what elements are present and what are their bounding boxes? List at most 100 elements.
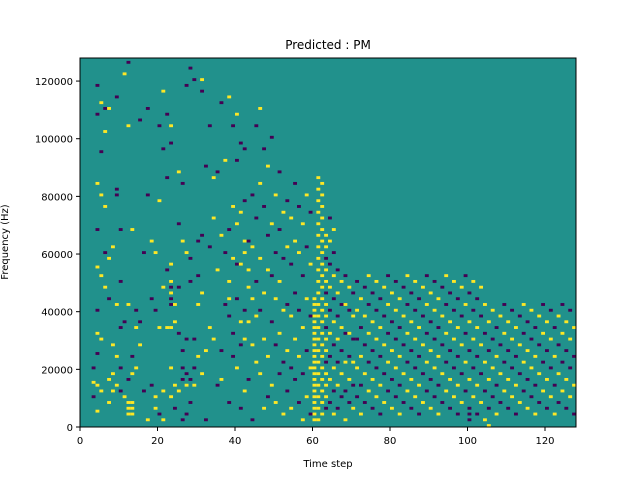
heatmap-cell — [397, 412, 402, 416]
heatmap-cell — [266, 395, 270, 399]
heatmap-cell — [432, 337, 437, 341]
heatmap-cell — [459, 372, 464, 376]
heatmap-cell — [269, 222, 274, 226]
heatmap-cell — [471, 279, 476, 283]
heatmap-cell — [417, 326, 422, 329]
heatmap-cell — [386, 303, 391, 306]
heatmap-cell — [254, 360, 259, 364]
heatmap-cell — [173, 320, 177, 324]
heatmap-cell — [405, 360, 410, 364]
heatmap-cell — [231, 256, 236, 260]
heatmap-cell — [118, 279, 123, 283]
heatmap-cell — [103, 130, 108, 133]
heatmap-cell — [455, 354, 460, 358]
heatmap-cell — [196, 274, 201, 278]
heatmap-cell — [459, 285, 464, 289]
heatmap-cell — [254, 216, 259, 220]
heatmap-cell — [281, 256, 286, 260]
heatmap-cell — [320, 377, 325, 381]
heatmap-cell — [122, 320, 127, 324]
heatmap-cell — [180, 349, 185, 353]
heatmap-cell — [312, 308, 317, 312]
heatmap-cell — [293, 291, 298, 295]
heatmap-cell — [374, 279, 379, 283]
heatmap-cell — [250, 297, 255, 301]
heatmap-cell — [316, 268, 321, 272]
heatmap-cell — [153, 395, 158, 399]
heatmap-cell — [514, 412, 518, 416]
heatmap-cell — [370, 320, 375, 324]
heatmap-cell — [494, 412, 499, 416]
heatmap-cell — [266, 354, 270, 358]
plot-frame — [79, 57, 577, 428]
heatmap-cell — [467, 320, 472, 324]
heatmap-cell — [324, 337, 329, 341]
heatmap-cell — [173, 383, 177, 387]
heatmap-cell — [498, 372, 503, 376]
heatmap-cell — [215, 268, 220, 272]
heatmap-cell — [347, 354, 352, 358]
heatmap-cell — [250, 245, 255, 249]
heatmap-cell — [514, 326, 518, 329]
heatmap-cell — [126, 303, 131, 306]
heatmap-cell — [564, 349, 569, 353]
heatmap-cell — [521, 331, 526, 335]
heatmap-cell — [289, 314, 294, 318]
heatmap-cell — [328, 239, 332, 243]
heatmap-cell — [328, 216, 332, 220]
heatmap-cell — [285, 389, 290, 393]
heatmap-cell — [184, 83, 189, 87]
heatmap-cell — [548, 308, 553, 312]
heatmap-cell — [118, 228, 123, 231]
heatmap-cell — [157, 199, 162, 203]
heatmap-cell — [328, 285, 332, 289]
heatmap-cell — [521, 360, 526, 364]
heatmap-cell — [486, 377, 491, 381]
heatmap-cell — [541, 360, 546, 364]
heatmap-cell — [161, 418, 166, 422]
heatmap-cell — [180, 418, 185, 422]
heatmap-cell — [207, 124, 212, 128]
heatmap-cell — [273, 401, 278, 404]
heatmap-cell — [215, 383, 220, 387]
heatmap-cell — [467, 349, 472, 353]
heatmap-cell — [169, 262, 174, 266]
heatmap-cell — [192, 366, 197, 370]
heatmap-cell — [308, 210, 313, 214]
heatmap-cell — [428, 320, 433, 324]
heatmap-cell — [533, 354, 538, 358]
heatmap-cell — [390, 320, 394, 324]
heatmap-cell — [510, 308, 515, 312]
heatmap-cell — [324, 395, 329, 399]
heatmap-cell — [165, 268, 170, 272]
heatmap-cell — [312, 343, 317, 347]
y-tick-label: 80000 — [41, 192, 73, 203]
heatmap-cell — [95, 352, 100, 355]
heatmap-cell — [169, 366, 174, 370]
heatmap-cell — [235, 112, 239, 116]
x-tick-label: 60 — [306, 436, 319, 447]
x-tick-label: 100 — [458, 436, 477, 447]
heatmap-cell — [176, 389, 181, 393]
heatmap-cell — [537, 343, 542, 347]
heatmap-cell — [153, 251, 158, 255]
heatmap-cell — [572, 354, 577, 358]
heatmap-cell — [417, 354, 422, 358]
heatmap-cell — [324, 256, 329, 260]
heatmap-cell — [231, 205, 236, 208]
heatmap-cell — [176, 222, 181, 226]
heatmap-cell — [289, 262, 294, 266]
heatmap-cell — [494, 354, 499, 358]
heatmap-cell — [161, 147, 166, 151]
heatmap-cell — [320, 331, 325, 335]
heatmap-cell — [440, 285, 445, 289]
heatmap-cell — [359, 297, 363, 301]
heatmap-cell — [200, 78, 205, 82]
heatmap-cell — [401, 372, 406, 376]
heatmap-cell — [254, 279, 259, 283]
heatmap-cell — [103, 285, 108, 289]
heatmap-cell — [479, 285, 484, 289]
heatmap-cell — [231, 354, 236, 358]
heatmap-cell — [335, 314, 340, 318]
heatmap-cell — [444, 303, 449, 306]
